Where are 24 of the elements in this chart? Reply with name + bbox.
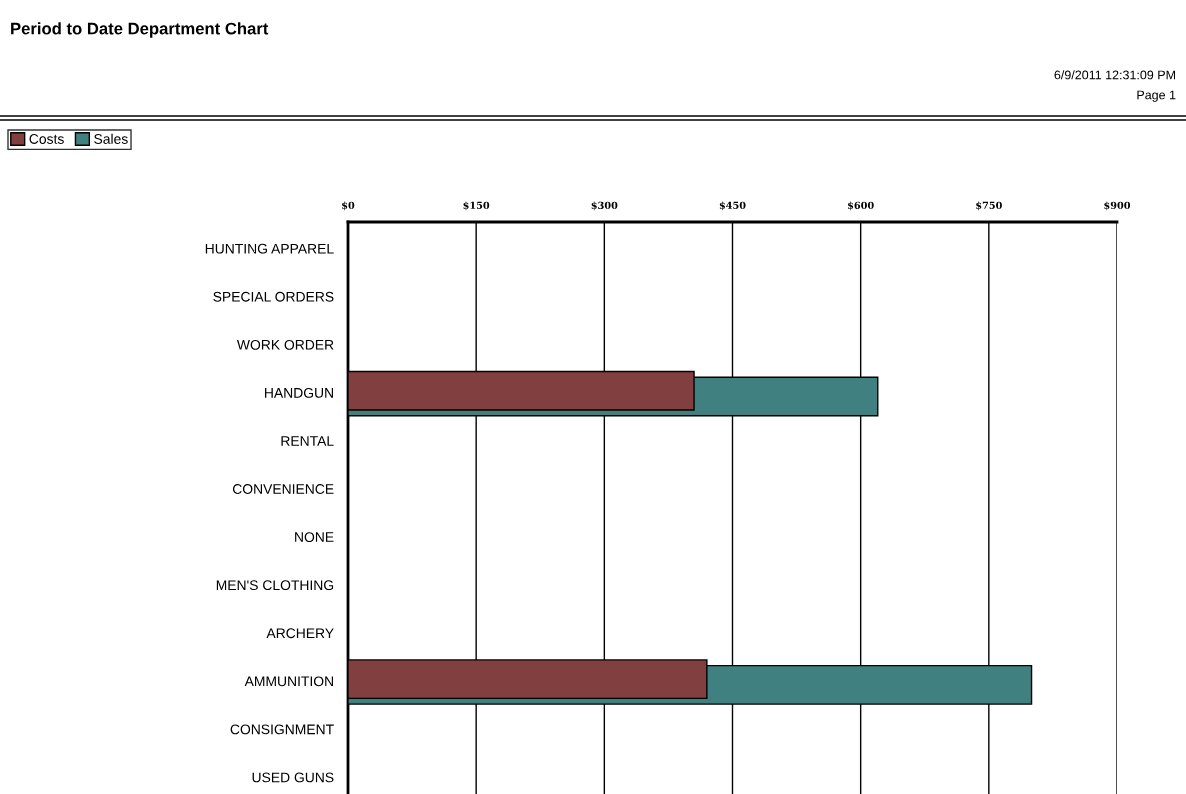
x-tick-label: $750 — [976, 201, 1002, 211]
y-tick-label: NONE — [295, 532, 334, 543]
text: Page 1 — [1137, 90, 1176, 102]
y-tick-label: CONSIGNMENT — [230, 724, 334, 735]
x-tick-label: $0 — [342, 201, 355, 211]
x-tick-label: $450 — [719, 201, 746, 211]
legend-label: Sales — [94, 133, 128, 144]
y-tick-label: AMMUNITION — [244, 676, 333, 687]
y-tick-label: RENTAL — [281, 436, 334, 446]
x-tick-label: $300 — [591, 201, 618, 211]
legend-label: Costs — [29, 134, 64, 144]
text: 6/9/2011 12:31:09 PM — [1054, 70, 1175, 80]
x-tick-label: $900 — [1104, 201, 1131, 211]
y-tick-label: HANDGUN — [265, 387, 333, 398]
y-tick-label: WORK ORDER — [236, 339, 334, 350]
x-tick-label: $150 — [463, 201, 490, 211]
y-tick-label: MEN'S CLOTHING — [216, 580, 334, 591]
y-tick-label: HUNTING APPAREL — [205, 243, 334, 254]
text: Period to Date Department Chart — [11, 22, 269, 38]
y-tick-label: ARCHERY — [266, 628, 334, 639]
y-tick-label: SPECIAL ORDERS — [213, 291, 334, 302]
x-tick-label: $600 — [848, 201, 874, 211]
y-tick-label: USED GUNS — [252, 772, 334, 783]
y-tick-label: CONVENIENCE — [232, 484, 334, 494]
